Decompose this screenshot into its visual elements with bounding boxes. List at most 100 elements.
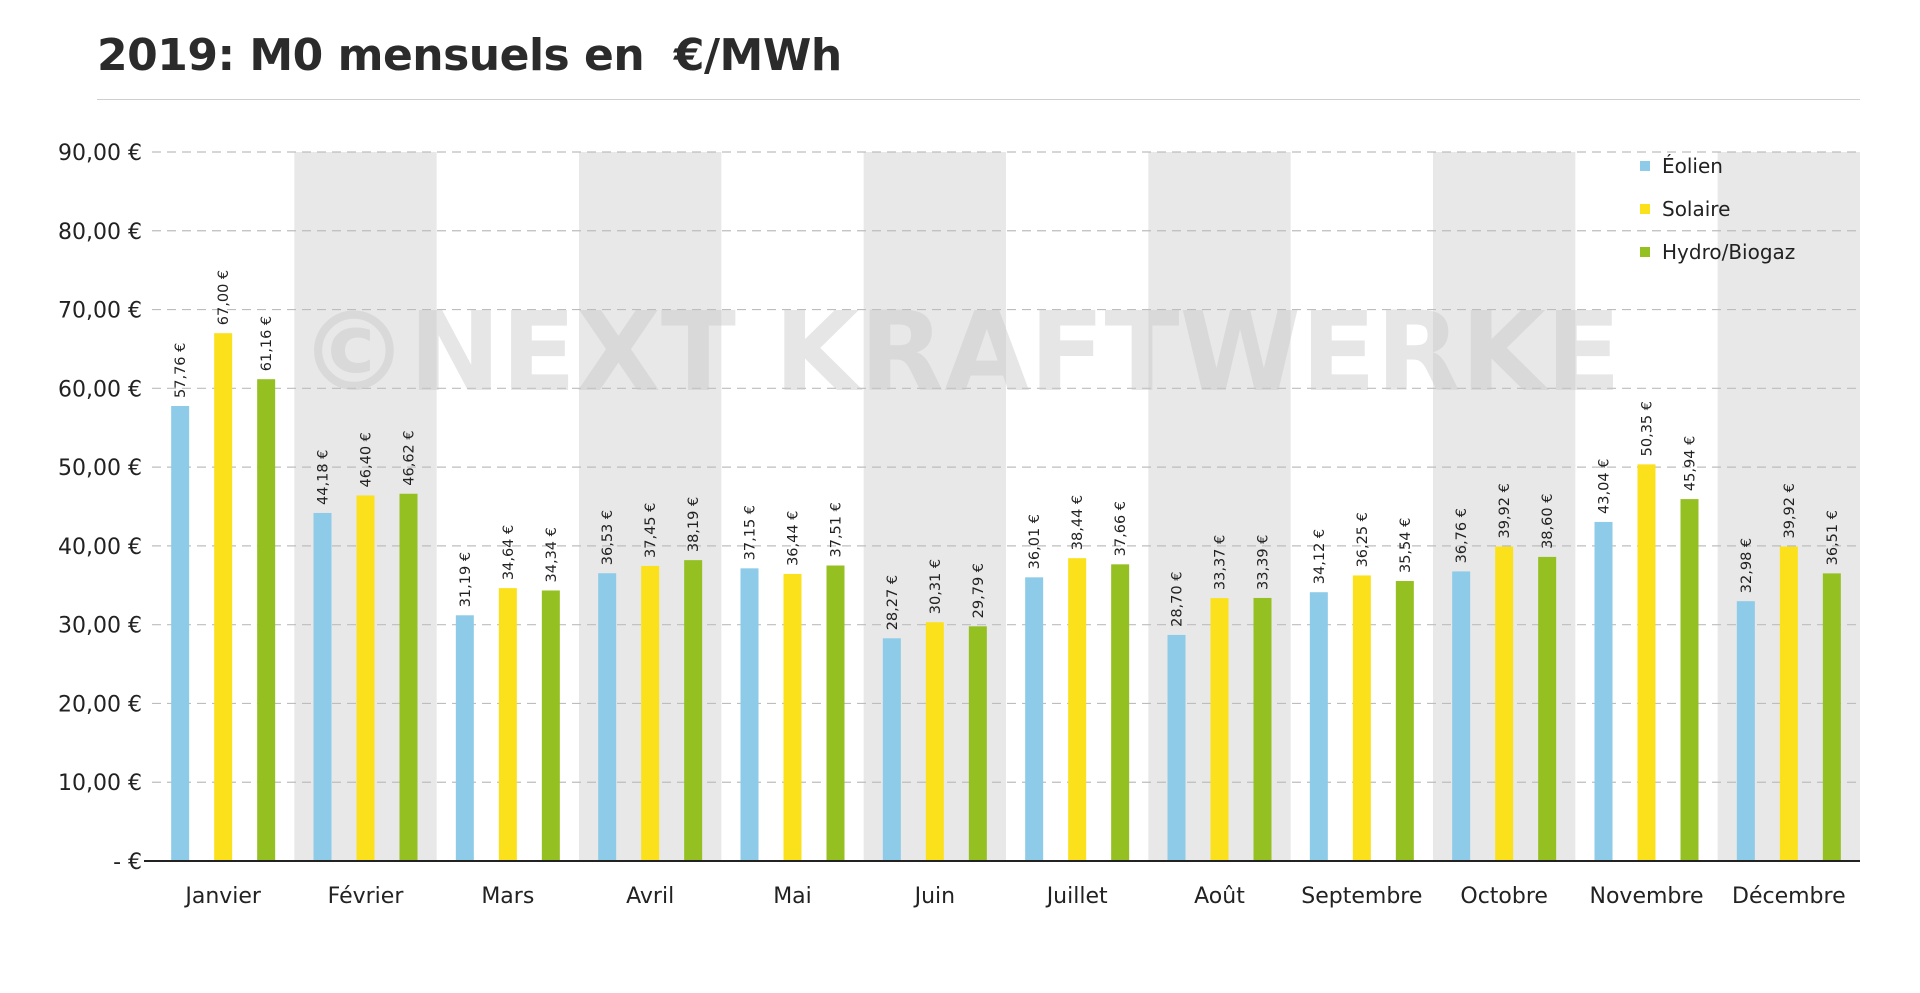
category-label: Juin: [913, 884, 956, 909]
data-label: 36,51 €: [1825, 510, 1841, 565]
bar: [968, 626, 987, 861]
legend-label: Solaire: [1662, 197, 1730, 221]
data-label: 61,16 €: [259, 316, 275, 371]
bar: [1395, 581, 1414, 861]
bar: [1253, 597, 1272, 861]
data-label: 30,31 €: [928, 559, 944, 614]
legend-swatch: [1640, 204, 1650, 214]
bar: [1309, 592, 1328, 861]
y-tick-label: 10,00 €: [58, 771, 142, 796]
bar: [1068, 558, 1087, 861]
category-label: Avril: [626, 884, 674, 909]
bar: [925, 622, 944, 861]
category-label: Janvier: [183, 884, 262, 909]
data-label: 28,27 €: [885, 575, 901, 630]
bar: [498, 588, 517, 861]
y-tick-label: 20,00 €: [58, 692, 142, 717]
category-label: Mai: [773, 884, 812, 909]
bar: [257, 379, 276, 861]
category-label: Décembre: [1732, 884, 1846, 909]
data-label: 36,53 €: [600, 510, 616, 565]
bar: [171, 405, 190, 861]
data-label: 34,12 €: [1312, 529, 1328, 584]
data-label: 36,44 €: [786, 511, 802, 566]
data-label: 29,79 €: [971, 563, 987, 618]
data-label: 36,76 €: [1454, 508, 1470, 563]
bar: [1452, 571, 1471, 861]
data-label: 33,39 €: [1256, 535, 1272, 590]
bar: [1352, 575, 1371, 861]
bar: [541, 590, 560, 861]
y-tick-label: 30,00 €: [58, 614, 142, 639]
bar: [1495, 546, 1514, 861]
data-label: 34,64 €: [501, 525, 517, 580]
data-label: 32,98 €: [1739, 538, 1755, 593]
data-label: 44,18 €: [316, 450, 332, 505]
data-label: 45,94 €: [1683, 436, 1699, 491]
bar: [356, 495, 375, 861]
data-label: 67,00 €: [216, 270, 232, 325]
bar: [1736, 601, 1755, 861]
data-label: 38,60 €: [1540, 494, 1556, 549]
bar: [1637, 464, 1656, 861]
legend-swatch: [1640, 247, 1650, 257]
bar: [1111, 564, 1130, 861]
y-tick-label: - €: [113, 850, 142, 875]
category-label: Novembre: [1590, 884, 1704, 909]
bar: [1025, 577, 1044, 861]
chart-title: 2019: M0 mensuels en €/MWh: [97, 30, 842, 81]
bar: [1538, 556, 1557, 861]
category-label: Juillet: [1045, 884, 1108, 909]
data-label: 36,01 €: [1027, 514, 1043, 569]
y-tick-label: 70,00 €: [58, 299, 142, 324]
data-label: 37,45 €: [643, 503, 659, 558]
bar: [455, 615, 474, 861]
data-label: 46,40 €: [359, 432, 375, 487]
data-label: 33,37 €: [1213, 535, 1229, 590]
y-tick-label: 40,00 €: [58, 535, 142, 560]
category-label: Septembre: [1301, 884, 1422, 909]
bar: [399, 493, 418, 861]
category-label: Août: [1194, 884, 1245, 909]
bar: [740, 568, 759, 861]
bar: [313, 512, 332, 861]
data-label: 38,44 €: [1070, 495, 1086, 550]
y-tick-label: 60,00 €: [58, 377, 142, 402]
legend-swatch: [1640, 161, 1650, 171]
y-tick-label: 50,00 €: [58, 456, 142, 481]
legend: Éolien Solaire Hydro/Biogaz: [1640, 154, 1795, 264]
x-axis: Janvier Février Mars Avril Mai Juin Juillet Aoû…: [144, 860, 1860, 909]
y-axis: - € 10,00 € 20,00 € 30,00 € 40,00 € 50,00 € 60…: [58, 141, 142, 875]
bar: [598, 573, 617, 861]
value-labels: 57,76 € 44,18 € 31,19 € 36,53 € 37,15 € 28,27…: [173, 270, 1841, 630]
category-label: Mars: [481, 884, 534, 909]
bar: [1167, 634, 1186, 861]
bar: [1680, 499, 1699, 861]
data-label: 43,04 €: [1597, 459, 1613, 514]
data-label: 35,54 €: [1398, 518, 1414, 573]
bar: [214, 333, 233, 861]
data-label: 37,66 €: [1113, 501, 1129, 556]
data-label: 46,62 €: [402, 430, 418, 485]
data-label: 37,15 €: [743, 505, 759, 560]
bar: [1210, 598, 1229, 861]
data-label: 39,92 €: [1497, 483, 1513, 538]
y-tick-label: 80,00 €: [58, 220, 142, 245]
data-label: 50,35 €: [1640, 401, 1656, 456]
title-divider: [97, 99, 1860, 100]
category-label: Octobre: [1460, 884, 1548, 909]
watermark-text: ©NEXT KRAFTWERKE: [299, 288, 1621, 416]
data-label: 36,25 €: [1355, 512, 1371, 567]
bar: [1594, 521, 1613, 861]
bar: [882, 638, 901, 861]
bars: [171, 333, 1841, 861]
bar: [1779, 546, 1798, 861]
bar: [826, 565, 845, 861]
data-label: 28,70 €: [1170, 572, 1186, 627]
data-label: 39,92 €: [1782, 483, 1798, 538]
data-label: 38,19 €: [686, 497, 702, 552]
bar: [641, 565, 660, 861]
y-tick-label: 90,00 €: [58, 141, 142, 166]
legend-label: Éolien: [1662, 154, 1723, 178]
